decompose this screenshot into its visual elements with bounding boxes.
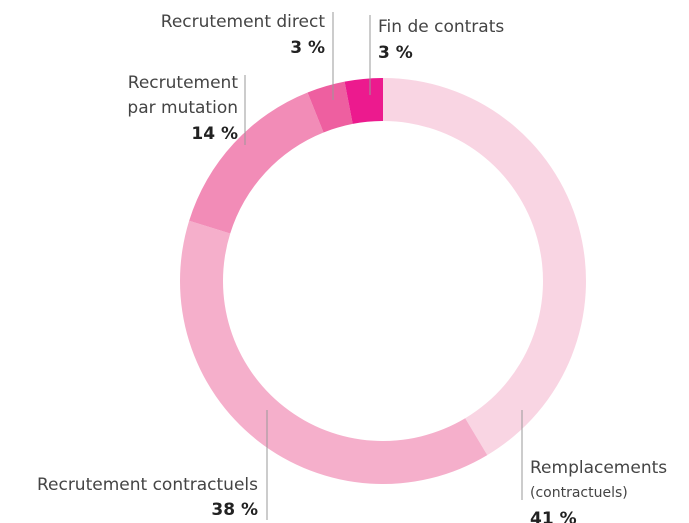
value-label: 14 % [191,124,238,144]
value-label: 38 % [211,500,258,520]
donut-segment [189,92,324,234]
donut-segment [344,78,383,124]
value-label: 3 % [290,38,325,58]
value-label: 3 % [378,43,413,63]
category-label: Recrutement contractuels [37,475,258,495]
category-label: Recrutement par mutation [127,73,238,118]
value-label: 41 % [530,509,577,523]
category-label: Fin de contrats [378,17,504,37]
donut-segment [383,78,586,456]
donut-segment [180,220,488,484]
category-label: Recrutement direct [161,12,326,32]
donut-segment [307,81,353,133]
category-label: Remplacements [530,458,667,478]
category-note: (contractuels) [530,485,628,501]
